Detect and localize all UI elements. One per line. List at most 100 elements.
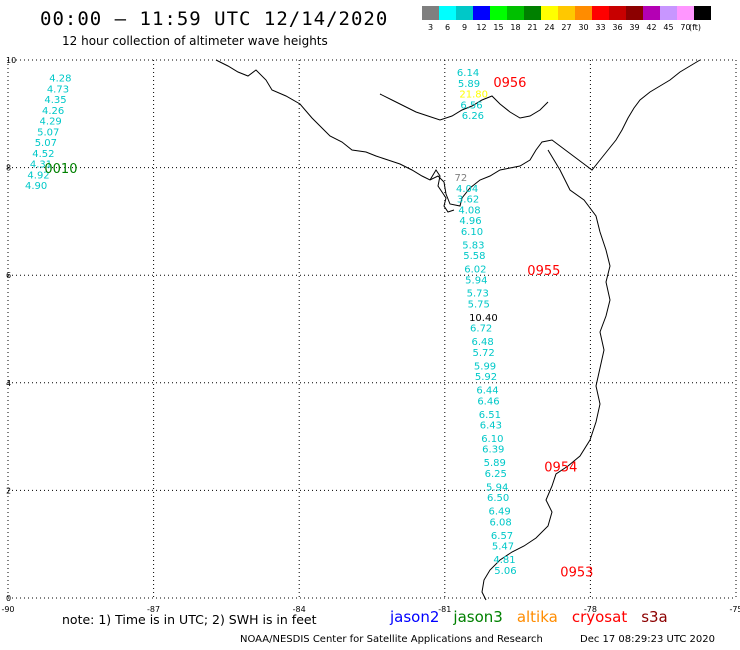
coastline-gulf-panama [429, 169, 455, 213]
coastline-colombia [481, 149, 611, 601]
swh-value: 6.44 [476, 386, 498, 397]
swh-value: 5.89 [484, 458, 506, 469]
legend-label: 42 [646, 23, 657, 32]
satellite-label: s3a [641, 608, 668, 626]
legend-label: 3 [427, 23, 434, 32]
lon-tick-label: -84 [293, 605, 306, 614]
swh-value: 6.46 [477, 396, 499, 407]
pass-time-label: 0010 [44, 162, 77, 177]
page-subtitle: 12 hour collection of altimeter wave hei… [62, 34, 328, 48]
swh-value: 6.14 [457, 68, 479, 79]
legend-label: 9 [461, 23, 468, 32]
swh-value: 6.39 [482, 445, 504, 456]
swh-value: 4.96 [459, 216, 481, 227]
legend-label: 70 [680, 23, 691, 32]
legend-swatch [694, 6, 711, 20]
swh-value: 4.26 [42, 106, 64, 117]
map-grid [7, 59, 737, 599]
legend-swatch [473, 6, 490, 20]
pass-time-label: 0953 [560, 565, 593, 580]
swh-value: 4.73 [47, 84, 69, 95]
swh-value: 5.72 [472, 348, 494, 359]
legend-label: 15 [493, 23, 504, 32]
legend-swatch [660, 6, 677, 20]
wave-tracks: 4.284.734.354.264.295.075.074.524.314.92… [25, 68, 593, 580]
legend-swatch [592, 6, 609, 20]
legend-swatch [558, 6, 575, 20]
legend-swatch [643, 6, 660, 20]
lat-tick-label: 2 [6, 486, 11, 495]
page-title: 00:00 – 11:59 UTC 12/14/2020 [40, 8, 389, 30]
lat-tick-label: 4 [6, 379, 11, 388]
satellite-label: jason2 [390, 608, 440, 626]
swh-value: 5.75 [468, 299, 490, 310]
legend-label: 36 [612, 23, 623, 32]
swh-value: 4.29 [40, 117, 62, 128]
coastline-central-america [215, 59, 701, 207]
swh-value: 6.51 [479, 410, 501, 421]
legend-swatch [626, 6, 643, 20]
swh-value: 5.92 [475, 372, 497, 383]
swh-value: 4.52 [32, 149, 54, 160]
swh-value: 4.92 [27, 170, 49, 181]
legend-label: 6 [444, 23, 451, 32]
swh-value: 5.83 [462, 240, 484, 251]
credit-text: NOAA/NESDIS Center for Satellite Applica… [240, 634, 543, 645]
lon-tick-label: -78 [584, 605, 597, 614]
swh-value: 6.49 [488, 507, 510, 518]
swh-value: 5.89 [458, 79, 480, 90]
swh-value: 6.26 [462, 111, 484, 122]
swh-value: 5.47 [492, 542, 514, 553]
pass-time-label: 0956 [493, 76, 526, 91]
lon-tick-label: -90 [1, 605, 14, 614]
legend-swatch [507, 6, 524, 20]
satellite-label: cryosat [571, 608, 628, 626]
swh-value: 5.07 [35, 138, 57, 149]
lon-tick-label: -81 [438, 605, 451, 614]
lon-tick-label: -75 [729, 605, 740, 614]
legend-label: 33 [595, 23, 606, 32]
lon-tick-label: -87 [147, 605, 160, 614]
swh-value: 6.10 [481, 434, 503, 445]
swh-value: 21.80 [459, 90, 488, 101]
legend-swatch [456, 6, 473, 20]
swh-value: 4.28 [49, 74, 71, 85]
swh-value: 4.08 [458, 205, 480, 216]
satellite-label: jason3 [453, 608, 503, 626]
legend-label: 21 [527, 23, 538, 32]
swh-value: 5.58 [463, 251, 485, 262]
legend-label: 12 [476, 23, 487, 32]
swh-value: 3.62 [457, 195, 479, 206]
swh-value: 6.50 [487, 493, 509, 504]
legend-label: 24 [544, 23, 555, 32]
swh-value: 6.43 [480, 421, 502, 432]
swh-value: 4.31 [30, 160, 52, 171]
legend-label: 18 [510, 23, 521, 32]
swh-value: 72 [455, 173, 468, 184]
swh-value: 5.07 [37, 127, 59, 138]
note-text: note: 1) Time is in UTC; 2) SWH is in fe… [62, 612, 317, 627]
satellite-label: altika [516, 608, 558, 626]
swh-value: 6.10 [461, 227, 483, 238]
coastline [215, 59, 701, 601]
legend-swatch [524, 6, 541, 20]
swh-value: 4.35 [44, 95, 66, 106]
axis-ticks: -90 -87 -84 -81 -78 -75 0 2 4 6 8 10 [1, 56, 740, 614]
legend-label: 45 [663, 23, 674, 32]
swh-value: 6.56 [460, 100, 482, 111]
swh-value: 4.04 [456, 184, 478, 195]
legend-label: 30 [578, 23, 589, 32]
legend-swatch [490, 6, 507, 20]
pass-time-label: 0954 [544, 461, 577, 476]
swh-value: 4.81 [493, 555, 515, 566]
swh-value: 6.02 [464, 265, 486, 276]
swh-value: 6.48 [471, 337, 493, 348]
lat-tick-label: 8 [6, 164, 11, 173]
swh-value: 5.94 [486, 482, 508, 493]
legend-unit: (ft) [688, 23, 702, 32]
legend-swatch [677, 6, 694, 20]
swh-value: 6.08 [489, 517, 511, 528]
swh-value: 4.90 [25, 181, 47, 192]
lat-tick-label: 10 [6, 56, 16, 65]
